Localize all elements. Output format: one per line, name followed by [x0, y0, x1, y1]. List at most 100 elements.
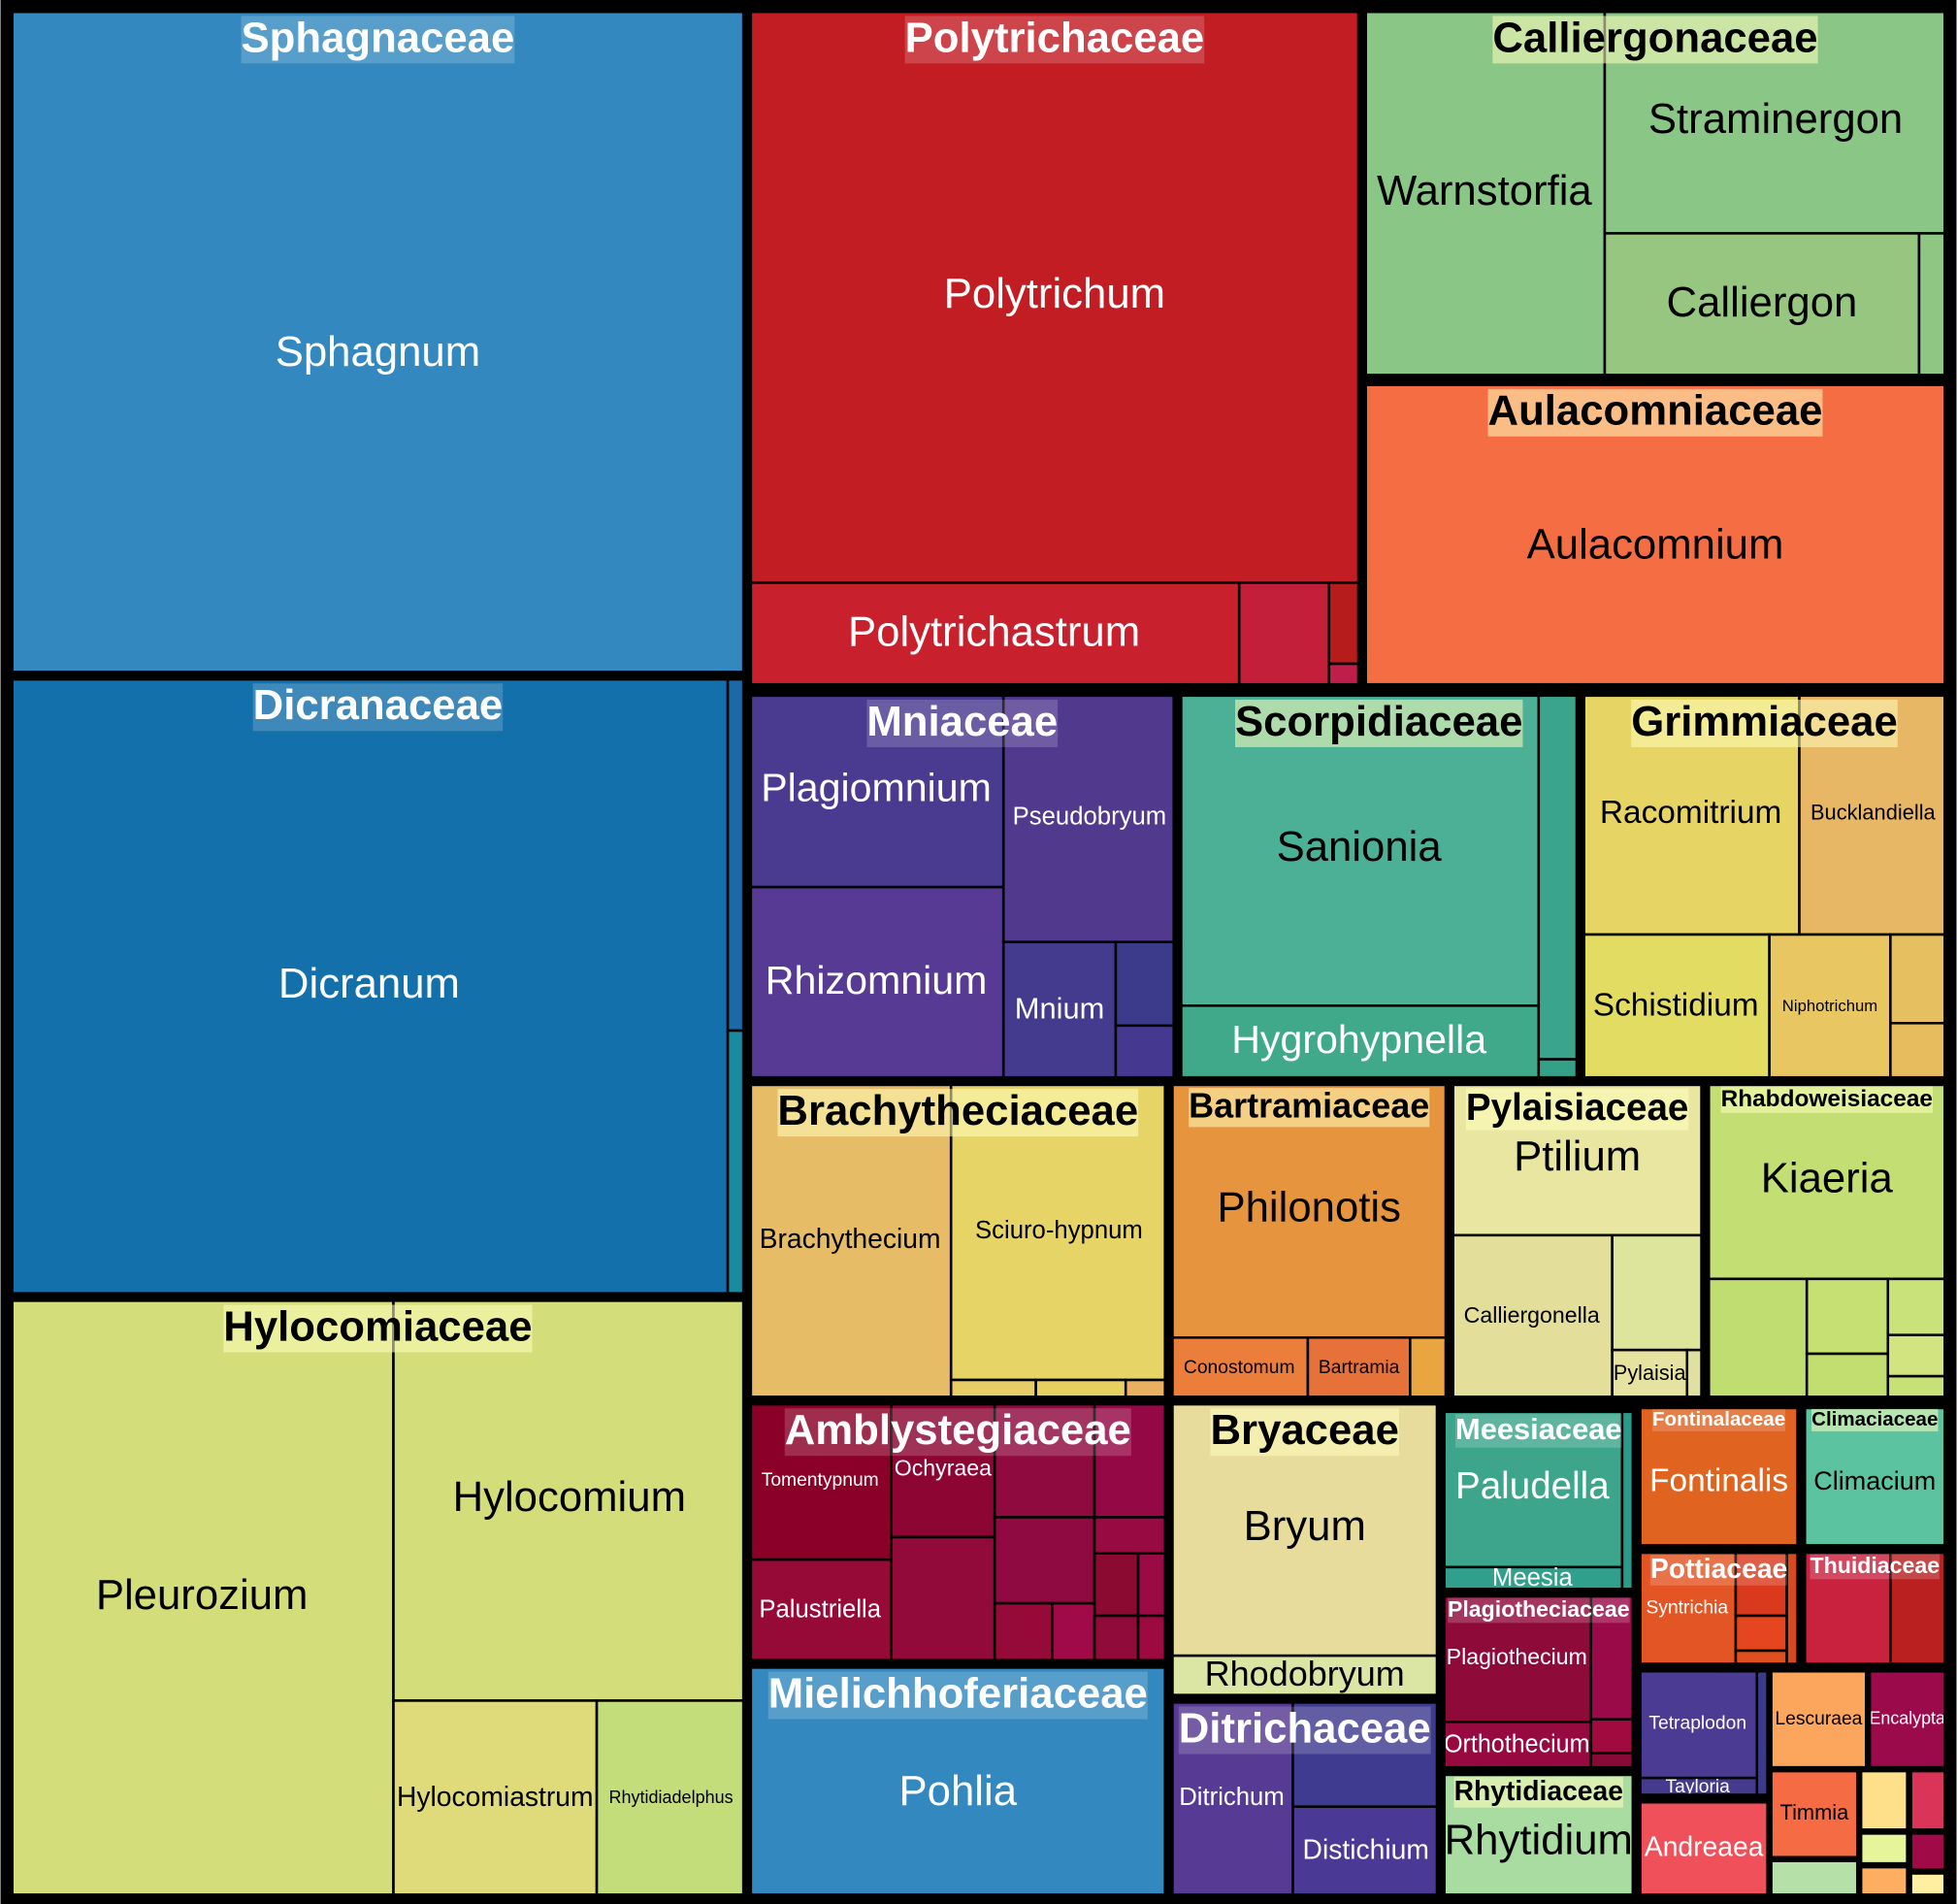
genus-cell	[747, 885, 1005, 1081]
genus-cell	[1441, 1565, 1624, 1592]
genus-label: Polytrichastrum	[848, 607, 1140, 655]
genus-cell	[1886, 1333, 1948, 1378]
genus-cell	[1169, 1699, 1294, 1898]
genus-label: Ptilium	[1514, 1133, 1641, 1180]
genus-cell	[1917, 232, 1948, 378]
family-border	[745, 690, 1179, 1083]
family-label-bg	[1810, 1554, 1941, 1580]
family-label-bg	[1455, 1414, 1622, 1448]
family-label: Pottiaceae	[1650, 1553, 1787, 1584]
genus-cell	[1768, 1857, 1861, 1898]
genus-label: Plagiomnium	[761, 765, 992, 809]
family-border	[1635, 1547, 1803, 1669]
genus-label: Racomitrium	[1600, 795, 1781, 831]
genus-label: Syntrichia	[1646, 1597, 1728, 1618]
family-label-bg	[1178, 1706, 1431, 1755]
genus-cell	[1768, 933, 1892, 1081]
genus-cell	[1637, 1404, 1801, 1549]
genus-cell	[1611, 1233, 1705, 1352]
genus-label: Calliergonella	[1464, 1302, 1600, 1328]
family-border	[745, 1398, 1170, 1665]
genus-label: Straminergon	[1648, 95, 1903, 143]
family-label-bg	[784, 1408, 1131, 1457]
genus-cell	[1805, 1277, 1890, 1356]
family-label: Calliergonaceae	[1492, 14, 1817, 61]
family-border	[745, 1662, 1170, 1900]
family-border	[745, 7, 1364, 690]
family-border	[1167, 1398, 1443, 1700]
family-label: Climaciaceae	[1811, 1408, 1938, 1430]
genus-label: Tomentypnum	[762, 1470, 879, 1491]
family-label-bg	[252, 683, 504, 732]
family-label-bg	[1189, 1088, 1430, 1128]
genus-label: Calliergon	[1667, 279, 1858, 326]
family-border	[1167, 1079, 1451, 1402]
genus-label: Tetraplodon	[1648, 1713, 1746, 1733]
family-label-bg	[777, 1089, 1139, 1137]
genus-cell	[1768, 1668, 1870, 1771]
genus-label: Meesia	[1492, 1564, 1574, 1592]
family-label: Fontinalaceae	[1652, 1408, 1785, 1430]
family-label-bg	[1652, 1408, 1786, 1431]
family-label: Ditrichaceae	[1179, 1704, 1431, 1752]
genus-cell	[9, 1297, 395, 1898]
genus-label: Climacium	[1813, 1466, 1936, 1495]
family-label: Brachytheciaceae	[777, 1087, 1138, 1134]
family-label: Aulacomniaceae	[1488, 387, 1823, 435]
family-border	[1439, 1591, 1639, 1773]
genus-cell	[1136, 1552, 1168, 1618]
genus-cell	[1409, 1336, 1450, 1400]
genus-label: Tayloria	[1666, 1777, 1731, 1797]
genus-cell	[1581, 933, 1771, 1081]
family-label: Mielichhoferiaceae	[768, 1669, 1148, 1717]
family-label-bg	[1453, 1776, 1623, 1808]
family-label-bg	[866, 699, 1059, 747]
genus-cell	[1886, 1277, 1948, 1337]
genus-label: Warnstorfia	[1377, 167, 1592, 214]
family-label: Rhytidiaceae	[1454, 1775, 1623, 1806]
genus-label: Encalypta	[1870, 1708, 1946, 1727]
genus-label: Rhodobryum	[1205, 1654, 1405, 1693]
genus-label: Palustriella	[759, 1596, 881, 1624]
genus-label: Sphagnum	[276, 328, 480, 376]
genus-cell	[993, 1601, 1054, 1663]
genus-label: Polytrichum	[944, 270, 1165, 317]
genus-label: Rhytidiadelphus	[609, 1788, 734, 1807]
genus-label: Brachythecium	[760, 1223, 941, 1254]
genus-label: Schistidium	[1593, 987, 1759, 1023]
genus-label: Sciuro-hypnum	[975, 1217, 1143, 1244]
family-label: Amblystegiaceae	[785, 1406, 1131, 1454]
family-label: Thuidiaceae	[1810, 1553, 1940, 1578]
genus-label: Hygrohypnella	[1231, 1017, 1486, 1062]
genus-cell	[1889, 1022, 1948, 1081]
genus-cell	[1886, 1374, 1948, 1400]
genus-label: Ochyraea	[895, 1456, 992, 1481]
family-border	[1704, 1079, 1950, 1402]
family-label-bg	[1447, 1597, 1630, 1624]
genus-cell	[1706, 1081, 1948, 1281]
genus-label: Conostomum	[1184, 1358, 1295, 1378]
genus-label: Sanionia	[1277, 823, 1443, 870]
family-border	[1167, 1697, 1443, 1900]
genus-cell	[1908, 1830, 1948, 1873]
family-border	[745, 1079, 1170, 1402]
family-border	[1800, 1402, 1950, 1551]
genus-cell	[1178, 1004, 1541, 1081]
family-label: Rhabdoweisiaceae	[1721, 1086, 1933, 1112]
genus-cell	[392, 1699, 599, 1898]
genus-cell	[9, 675, 730, 1297]
genus-cell	[1306, 1336, 1412, 1400]
genus-cell	[1093, 1552, 1140, 1618]
genus-cell	[1093, 1614, 1140, 1663]
family-border	[1800, 1547, 1950, 1669]
family-border	[1439, 1406, 1639, 1594]
genus-cell	[1237, 581, 1331, 688]
genus-cell	[1857, 1863, 1910, 1898]
genus-label: Mnium	[1015, 992, 1105, 1026]
family-label-bg	[1492, 16, 1818, 64]
genus-label: Pohlia	[899, 1767, 1018, 1815]
genus-label: Plagiothecium	[1447, 1644, 1587, 1669]
genus-cell	[1114, 940, 1177, 1028]
genus-cell	[1093, 1400, 1168, 1519]
family-label-bg	[1720, 1086, 1933, 1113]
